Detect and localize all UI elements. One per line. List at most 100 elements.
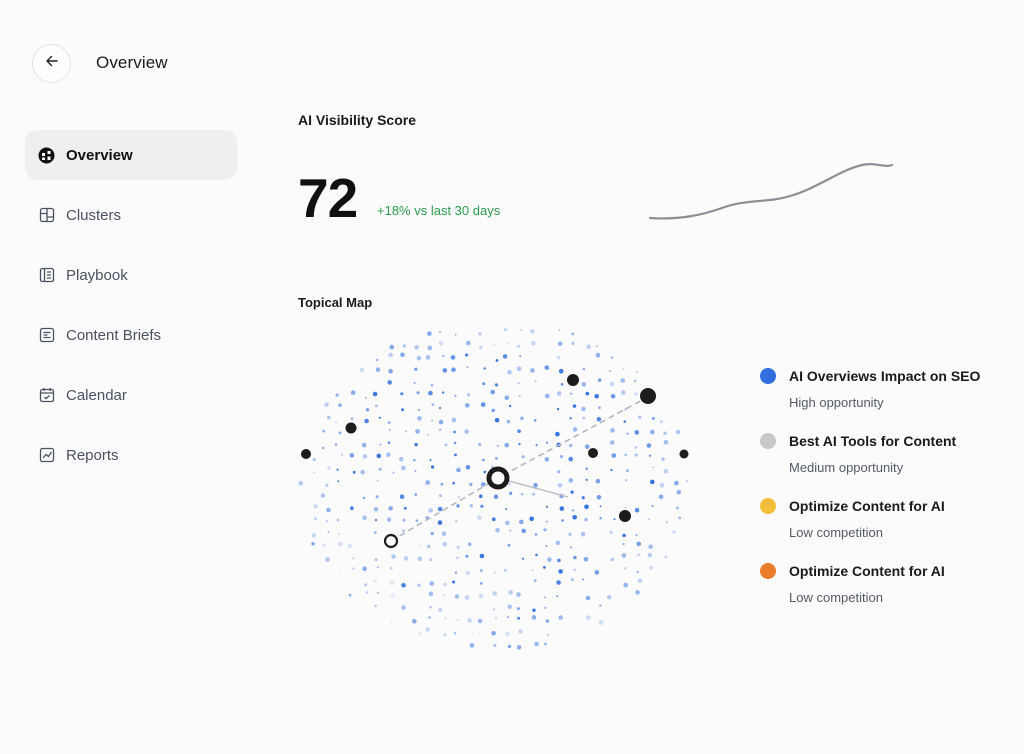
map-dot (443, 616, 447, 620)
map-dot (663, 469, 669, 474)
map-dot (338, 571, 341, 574)
map-dot (585, 391, 590, 396)
map-dot (598, 620, 604, 625)
map-dot (573, 568, 576, 571)
map-dot (568, 456, 573, 462)
map-dot (413, 382, 416, 384)
map-dot (443, 633, 447, 637)
map-dot (453, 631, 457, 635)
map-dot (581, 496, 585, 500)
map-dot (350, 417, 354, 420)
back-button[interactable] (32, 44, 71, 83)
map-dot (651, 504, 654, 508)
map-dot (374, 558, 378, 562)
map-dot (335, 393, 339, 397)
map-dot (598, 378, 602, 382)
map-dot (401, 465, 406, 471)
map-dot (634, 446, 637, 449)
map-dot (504, 442, 509, 448)
map-node-selected[interactable] (383, 533, 399, 549)
map-dot (479, 553, 485, 559)
map-dot (431, 465, 435, 469)
sidebar-item-overview[interactable]: Overview (25, 130, 237, 180)
sidebar-item-reports[interactable]: Reports (25, 430, 237, 480)
map-dot (442, 354, 445, 358)
map-dot (326, 507, 331, 513)
map-dot (545, 441, 549, 444)
map-dot (531, 615, 537, 620)
map-dot (507, 604, 512, 610)
map-dot (376, 591, 379, 594)
map-node-hub[interactable] (486, 466, 510, 490)
map-dot (347, 543, 352, 549)
map-dot (429, 459, 432, 462)
map-node[interactable] (619, 510, 631, 522)
visibility-score-title: AI Visibility Score (298, 112, 417, 128)
map-dot (568, 532, 572, 536)
map-node[interactable] (301, 449, 311, 459)
map-dot (364, 396, 367, 399)
map-dot (482, 382, 486, 386)
map-dot (322, 543, 326, 547)
map-dot (505, 508, 508, 511)
map-dot (416, 391, 420, 395)
map-dot (570, 546, 572, 549)
map-dot (613, 518, 616, 521)
map-node[interactable] (679, 449, 689, 459)
map-dot (374, 518, 378, 522)
sidebar-item-content-briefs[interactable]: Content Briefs (25, 310, 237, 360)
clusters-icon (38, 207, 55, 224)
map-dot (325, 519, 329, 523)
map-dot (496, 444, 500, 448)
map-dot (417, 556, 423, 562)
map-dot (516, 607, 520, 611)
map-dot (479, 345, 483, 349)
map-dot (480, 569, 483, 572)
topical-map[interactable] (290, 325, 710, 670)
map-dot (647, 552, 653, 558)
map-dot (388, 352, 393, 358)
map-dot (373, 531, 377, 535)
map-dot (480, 504, 484, 508)
map-dot (373, 507, 379, 512)
map-dot (403, 506, 407, 510)
map-dot (556, 595, 559, 598)
map-dot (532, 608, 536, 612)
map-dot (399, 494, 405, 499)
playbook-icon (38, 267, 55, 284)
sidebar-item-playbook[interactable]: Playbook (25, 250, 237, 300)
map-dot (685, 479, 689, 483)
map-dot (595, 345, 598, 348)
sidebar-item-clusters[interactable]: Clusters (25, 190, 237, 240)
map-node[interactable] (345, 422, 357, 434)
legend-item[interactable]: AI Overviews Impact on SEO High opportuni… (760, 368, 1010, 410)
legend-item[interactable]: Optimize Content for AI Low competition (760, 563, 1010, 605)
map-dot (325, 557, 330, 562)
map-dot (518, 443, 521, 446)
map-dot (338, 541, 343, 547)
map-dot (505, 631, 510, 637)
map-dot (507, 369, 512, 375)
map-dot (364, 583, 368, 587)
map-dot (533, 419, 537, 422)
legend-item[interactable]: Best AI Tools for Content Medium opportun… (760, 433, 1010, 475)
map-node[interactable] (588, 448, 598, 458)
map-dot (454, 453, 457, 457)
map-dot (464, 595, 470, 600)
map-dot (493, 571, 497, 574)
map-node[interactable] (640, 388, 656, 404)
legend-item[interactable]: Optimize Content for AI Low competition (760, 498, 1010, 540)
map-dot (480, 482, 486, 487)
map-dot (451, 367, 456, 372)
map-dot (469, 643, 475, 648)
map-dot (338, 403, 342, 407)
map-node[interactable] (567, 374, 579, 386)
map-dot (483, 470, 487, 474)
map-dot (350, 390, 356, 395)
map-dot (327, 466, 331, 470)
map-dot (338, 532, 341, 535)
map-dot (570, 578, 574, 582)
map-dot (535, 553, 538, 557)
sidebar-item-calendar[interactable]: Calendar (25, 370, 237, 420)
map-dot (674, 480, 679, 486)
